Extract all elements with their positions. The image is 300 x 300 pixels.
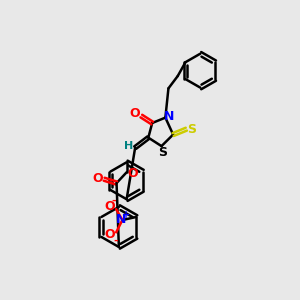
Text: S: S <box>159 146 168 159</box>
Text: O: O <box>105 200 115 213</box>
Text: H: H <box>124 141 133 151</box>
Text: -: - <box>113 236 118 246</box>
Text: S: S <box>187 123 196 136</box>
Text: O: O <box>128 167 138 180</box>
Text: +: + <box>122 210 130 220</box>
Text: O: O <box>105 228 115 241</box>
Text: N: N <box>116 213 126 226</box>
Text: N: N <box>164 110 174 123</box>
Text: O: O <box>130 107 140 120</box>
Text: O: O <box>93 172 103 185</box>
Text: -: - <box>112 196 116 206</box>
